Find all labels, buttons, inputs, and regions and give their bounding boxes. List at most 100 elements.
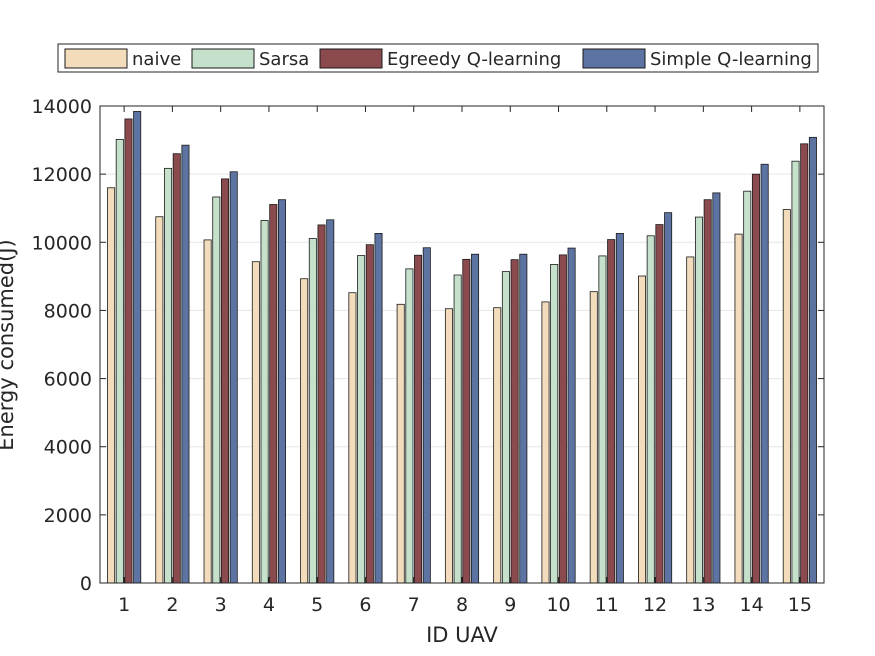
x-tick-label: 15 (788, 594, 812, 616)
bar (664, 212, 673, 584)
x-tick-label: 7 (408, 594, 420, 616)
y-axis-label: Energy consumed(J) (0, 239, 18, 450)
bar (462, 258, 471, 584)
legend-label: Egreedy Q-learning (387, 49, 561, 70)
bar (115, 138, 124, 584)
bar (348, 292, 357, 584)
bar (686, 256, 695, 584)
x-tick-label: 8 (456, 594, 468, 616)
bar (212, 196, 221, 584)
bar (405, 268, 414, 584)
y-tick-label: 10000 (32, 232, 92, 254)
y-tick-label: 2000 (44, 505, 92, 527)
bar (493, 307, 502, 584)
bar (444, 308, 453, 584)
y-tick-label: 8000 (44, 300, 92, 322)
y-tick-label: 14000 (32, 96, 92, 118)
bar (760, 163, 769, 584)
legend-label: naive (132, 49, 181, 70)
bar (510, 259, 519, 584)
bar (133, 111, 142, 584)
y-tick-label: 12000 (32, 164, 92, 186)
bar (326, 219, 335, 584)
y-tick-label: 4000 (44, 437, 92, 459)
bar (567, 247, 576, 584)
bar (751, 173, 760, 584)
y-axis: 0 2000 4000 6000 8000 10000 12000 14000 (32, 96, 824, 595)
bar (181, 144, 190, 584)
x-axis-label: ID UAV (426, 623, 498, 647)
x-tick-label: 13 (691, 594, 715, 616)
legend-swatch (191, 48, 255, 69)
legend-swatch (582, 48, 646, 69)
bar (155, 216, 164, 584)
bar (277, 199, 286, 584)
y-tick-label: 0 (80, 573, 92, 595)
bar (124, 118, 133, 584)
bar (501, 271, 510, 584)
bar (453, 274, 462, 584)
bar (203, 239, 212, 584)
bar (808, 136, 817, 584)
bar (172, 153, 181, 584)
bar (471, 253, 480, 584)
x-tick-label: 2 (166, 594, 178, 616)
bar (251, 261, 260, 584)
x-tick-label: 1 (118, 594, 130, 616)
legend-swatch (64, 48, 128, 69)
x-tick-label: 5 (311, 594, 323, 616)
bar (655, 224, 664, 584)
bars (107, 111, 817, 584)
bar (357, 255, 366, 584)
x-tick-label: 4 (263, 594, 275, 616)
bar (703, 199, 712, 584)
bar (615, 233, 624, 584)
bar (607, 239, 616, 584)
bar (694, 216, 703, 584)
grid-lines (100, 173, 824, 516)
bar (317, 224, 326, 584)
legend-swatch (319, 48, 383, 69)
bar (300, 278, 309, 584)
legend-label: Sarsa (259, 49, 309, 70)
bar (800, 143, 809, 584)
x-tick-label: 6 (359, 594, 371, 616)
bar (638, 275, 647, 584)
x-tick-label: 11 (595, 594, 619, 616)
x-tick-label: 9 (504, 594, 516, 616)
legend: naive Sarsa Egreedy Q-learning Simple Q-lea… (57, 43, 819, 73)
bar (229, 171, 238, 584)
x-tick-label: 12 (643, 594, 667, 616)
bar (782, 209, 791, 584)
bar (422, 247, 431, 584)
bar (107, 187, 116, 584)
bar (374, 233, 383, 584)
bar (589, 291, 598, 584)
y-tick-label: 6000 (44, 369, 92, 391)
bar (308, 238, 317, 584)
x-tick-label: 3 (215, 594, 227, 616)
bar (646, 235, 655, 584)
bar (598, 255, 607, 584)
bar (365, 244, 374, 584)
bar (396, 303, 405, 584)
bar (269, 204, 278, 584)
x-tick-label: 10 (546, 594, 570, 616)
x-axis: 1 2 3 4 5 6 7 8 9 10 11 12 13 14 15 (118, 106, 812, 616)
bar (734, 233, 743, 584)
bar (791, 160, 800, 584)
legend-label: Simple Q-learning (650, 49, 812, 70)
bar (550, 264, 559, 584)
bar (519, 253, 528, 584)
bar (414, 254, 423, 584)
x-tick-label: 14 (740, 594, 764, 616)
bar (221, 178, 230, 584)
bar (164, 167, 173, 584)
bar (541, 301, 550, 584)
bar (712, 192, 721, 584)
bar (260, 220, 269, 584)
bar (558, 254, 567, 584)
bar (743, 190, 752, 584)
